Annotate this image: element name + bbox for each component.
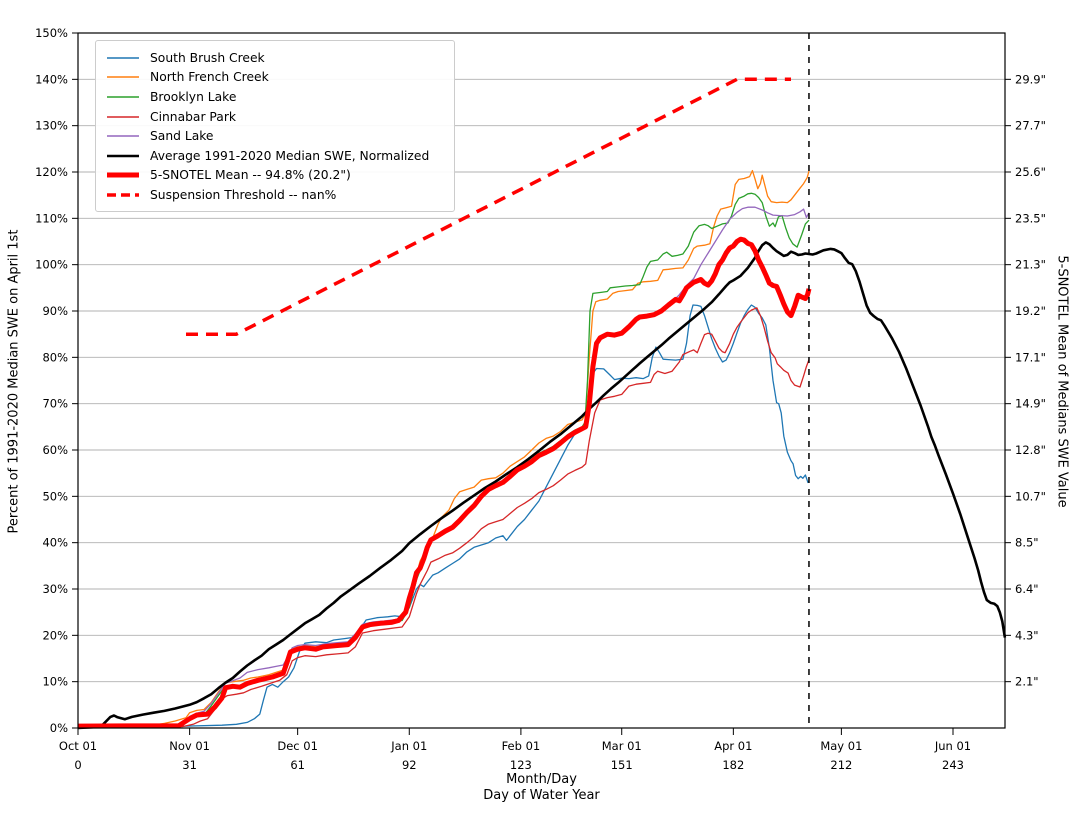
legend-item-north-french-creek: North French Creek: [106, 68, 444, 88]
y-tick-label-left: 10%: [42, 675, 68, 689]
y-tick-label-right: 10.7": [1015, 489, 1046, 503]
y-tick-label-right: 8.5": [1015, 536, 1039, 550]
legend-line-swatch: [107, 96, 139, 98]
series-average-1991-2020-median-swe-normalized: [77, 241, 1007, 730]
y-tick-label-left: 40%: [42, 536, 68, 550]
x-tick-label-day: 61: [290, 758, 305, 772]
y-axis-label-right: 5-SNOTEL Mean of Medians SWE Value: [1054, 255, 1070, 508]
legend-item-south-brush-creek: South Brush Creek: [106, 48, 444, 68]
x-tick-label-day: 31: [182, 758, 197, 772]
series-5-snotel-mean: [77, 236, 812, 729]
x-axis-label-line2: Day of Water Year: [483, 788, 600, 803]
legend-label: North French Creek: [150, 70, 269, 85]
y-tick-label-left: 20%: [42, 628, 68, 642]
y-tick-label-left: 80%: [42, 350, 68, 364]
series-cinnabar-park: [77, 307, 810, 728]
y-tick-label-left: 30%: [42, 582, 68, 596]
x-axis-label-line1: Month/Day: [506, 772, 577, 787]
legend-line-swatch: [107, 172, 139, 178]
legend-label: Brooklyn Lake: [150, 89, 237, 104]
legend-label: Cinnabar Park: [150, 109, 237, 124]
y-tick-label-right: 17.1": [1015, 350, 1046, 364]
x-tick-label-day: 123: [510, 758, 532, 772]
legend-line-swatch: [107, 193, 139, 197]
x-axis-label: Month/Day Day of Water Year: [78, 772, 1005, 804]
x-tick-label-day: 243: [942, 758, 964, 772]
x-tick-label-day: 151: [611, 758, 633, 772]
y-tick-label-left: 110%: [35, 211, 68, 225]
x-tick-label-month: Mar 01: [602, 739, 642, 753]
legend-line-swatch: [107, 57, 139, 59]
x-tick-label-day: 212: [830, 758, 852, 772]
y-tick-label-right: 27.7": [1015, 119, 1046, 133]
y-tick-label-right: 6.4": [1015, 582, 1039, 596]
legend-label: Sand Lake: [150, 129, 214, 144]
x-tick-label-day: 92: [402, 758, 417, 772]
y-tick-label-right: 29.9": [1015, 72, 1046, 86]
y-tick-label-left: 70%: [42, 397, 68, 411]
legend-item-average-1991-2020-median-swe-normalized: Average 1991-2020 Median SWE, Normalized: [106, 146, 444, 166]
x-tick-label-day: 0: [74, 758, 81, 772]
legend-label: Average 1991-2020 Median SWE, Normalized: [150, 148, 430, 163]
y-tick-label-left: 60%: [42, 443, 68, 457]
y-tick-label-right: 4.3": [1015, 628, 1039, 642]
legend-item-sand-lake: Sand Lake: [106, 126, 444, 146]
plot-frame: [77, 32, 1006, 729]
legend-line-swatch: [107, 115, 139, 118]
y-tick-label-right: 14.9": [1015, 397, 1046, 411]
x-tick-label-month: Jan 01: [390, 739, 427, 753]
x-tick-label-month: Dec 01: [277, 739, 318, 753]
y-tick-label-left: 130%: [35, 119, 68, 133]
legend-item-5-snotel-mean-94-8-20-2: 5-SNOTEL Mean -- 94.8% (20.2"): [106, 166, 444, 186]
legend-item-suspension-threshold-nan: Suspension Threshold -- nan%: [106, 185, 444, 205]
y-tick-label-left: 0%: [50, 721, 68, 735]
legend-item-brooklyn-lake: Brooklyn Lake: [106, 87, 444, 107]
y-tick-label-left: 50%: [42, 489, 68, 503]
legend-line-swatch: [107, 76, 139, 79]
x-tick-label-month: May 01: [820, 739, 862, 753]
legend-label: Suspension Threshold -- nan%: [150, 187, 337, 202]
legend-item-cinnabar-park: Cinnabar Park: [106, 107, 444, 127]
y-tick-label-right: 19.2": [1015, 304, 1046, 318]
x-tick-label-month: Nov 01: [169, 739, 210, 753]
y-tick-label-left: 100%: [35, 258, 68, 272]
y-tick-label-left: 120%: [35, 165, 68, 179]
legend-label: 5-SNOTEL Mean -- 94.8% (20.2"): [150, 168, 351, 183]
series-suspension-threshold: [186, 77, 791, 336]
legend-line-swatch: [107, 135, 139, 137]
y-tick-label-right: 25.6": [1015, 165, 1046, 179]
y-tick-label-left: 140%: [35, 72, 68, 86]
y-tick-label-right: 2.1": [1015, 675, 1039, 689]
y-tick-label-right: 12.8": [1015, 443, 1046, 457]
y-tick-label-right: 23.5": [1015, 211, 1046, 225]
x-tick-label-month: Oct 01: [59, 739, 97, 753]
y-tick-label-right: 21.3": [1015, 258, 1046, 272]
x-tick-label-month: Apr 01: [714, 739, 752, 753]
y-tick-label-left: 150%: [35, 26, 68, 40]
x-tick-label-month: Jun 01: [934, 739, 971, 753]
x-tick-label-month: Feb 01: [502, 739, 541, 753]
y-tick-label-left: 90%: [42, 304, 68, 318]
legend: South Brush Creek North French Creek Brook…: [95, 40, 455, 212]
x-tick-label-day: 182: [722, 758, 744, 772]
legend-line-swatch: [107, 154, 139, 158]
y-axis-label-left: Percent of 1991-2020 Median SWE on April…: [6, 229, 22, 534]
legend-label: South Brush Creek: [150, 50, 265, 65]
